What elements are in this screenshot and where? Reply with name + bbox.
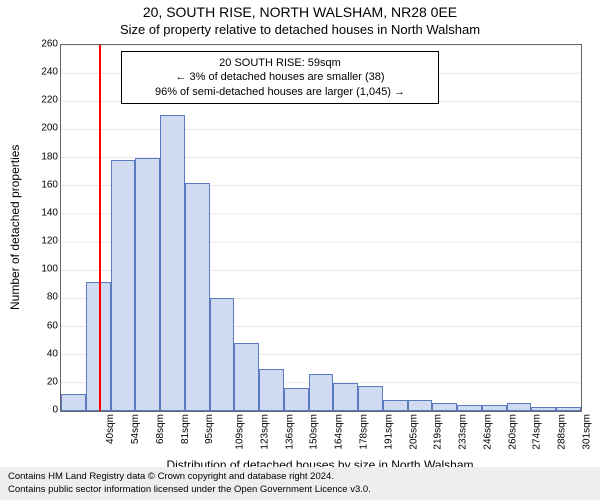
x-tick-label: 68sqm — [155, 414, 166, 444]
y-tick-label: 100 — [28, 264, 58, 275]
histogram-bar — [309, 374, 334, 411]
y-tick-label: 160 — [28, 179, 58, 190]
y-tick-label: 140 — [28, 207, 58, 218]
histogram-bar — [457, 405, 482, 411]
annotation-line1: 20 SOUTH RISE: 59sqm — [130, 56, 430, 70]
footer: Contains HM Land Registry data © Crown c… — [0, 467, 600, 500]
y-tick-label: 80 — [28, 292, 58, 303]
histogram-bar — [333, 383, 358, 411]
plot-area: 20 SOUTH RISE: 59sqm ← 3% of detached ho… — [60, 44, 582, 412]
y-tick-label: 180 — [28, 151, 58, 162]
histogram-bar — [111, 160, 136, 411]
y-tick-label: 240 — [28, 67, 58, 78]
x-tick-label: 81sqm — [180, 414, 191, 444]
chart-title-line1: 20, SOUTH RISE, NORTH WALSHAM, NR28 0EE — [0, 4, 600, 20]
histogram-bar — [408, 400, 433, 411]
y-tick-label: 120 — [28, 236, 58, 247]
property-marker-line — [99, 45, 101, 411]
annotation-box: 20 SOUTH RISE: 59sqm ← 3% of detached ho… — [121, 51, 439, 104]
footer-line1: Contains HM Land Registry data © Crown c… — [8, 471, 592, 483]
x-tick-label: 136sqm — [284, 414, 295, 450]
histogram-bar — [432, 403, 457, 411]
histogram-bar — [556, 407, 581, 411]
y-tick-label: 200 — [28, 123, 58, 134]
x-tick-label: 288sqm — [557, 414, 568, 450]
annotation-line2: ← 3% of detached houses are smaller (38) — [130, 70, 430, 84]
y-tick-label: 260 — [28, 39, 58, 50]
x-tick-label: 178sqm — [359, 414, 370, 450]
x-tick-label: 274sqm — [532, 414, 543, 450]
x-tick-label: 109sqm — [235, 414, 246, 450]
histogram-bar — [259, 369, 284, 411]
histogram-bar — [531, 407, 556, 411]
histogram-bar — [482, 405, 507, 411]
x-tick-label: 95sqm — [204, 414, 215, 444]
chart-container: 20, SOUTH RISE, NORTH WALSHAM, NR28 0EE … — [0, 0, 600, 500]
histogram-bar — [234, 343, 259, 411]
x-tick-label: 164sqm — [334, 414, 345, 450]
histogram-bar — [210, 298, 235, 411]
footer-line2: Contains public sector information licen… — [8, 484, 592, 496]
histogram-bar — [160, 115, 185, 411]
histogram-bar — [383, 400, 408, 411]
x-tick-label: 123sqm — [260, 414, 271, 450]
x-tick-label: 219sqm — [433, 414, 444, 450]
x-tick-label: 205sqm — [408, 414, 419, 450]
x-tick-label: 260sqm — [507, 414, 518, 450]
y-tick-label: 220 — [28, 95, 58, 106]
histogram-bar — [284, 388, 309, 411]
x-tick-label: 246sqm — [482, 414, 493, 450]
histogram-bar — [358, 386, 383, 411]
x-tick-label: 54sqm — [130, 414, 141, 444]
y-tick-label: 0 — [28, 405, 58, 416]
histogram-bar — [61, 394, 86, 411]
annotation-line3: 96% of semi-detached houses are larger (… — [130, 85, 430, 99]
x-tick-label: 40sqm — [105, 414, 116, 444]
histogram-bar — [135, 158, 160, 411]
y-axis-label: Number of detached properties — [8, 44, 22, 410]
x-tick-label: 301sqm — [581, 414, 592, 450]
y-tick-label: 40 — [28, 348, 58, 359]
chart-title-line2: Size of property relative to detached ho… — [0, 22, 600, 37]
histogram-bar — [185, 183, 210, 411]
histogram-bar — [507, 403, 532, 411]
y-tick-label: 60 — [28, 320, 58, 331]
x-tick-label: 233sqm — [458, 414, 469, 450]
x-tick-label: 191sqm — [383, 414, 394, 450]
x-tick-label: 150sqm — [309, 414, 320, 450]
y-tick-label: 20 — [28, 376, 58, 387]
